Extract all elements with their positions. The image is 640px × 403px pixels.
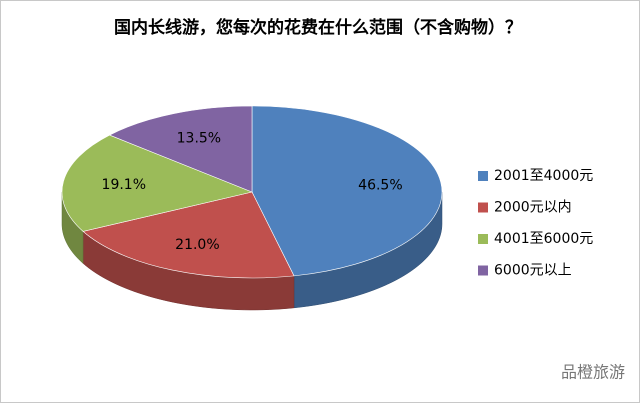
- legend-label: 2000元以内: [494, 200, 572, 216]
- slice: [108, 105, 253, 193]
- legend-label: 2001至4000元: [494, 168, 593, 184]
- slice: [82, 191, 295, 279]
- legend-swatch: [478, 171, 488, 181]
- watermark: 品橙旅游: [561, 363, 625, 382]
- value-label: 13.5%: [177, 131, 221, 147]
- chart-title: 国内长线游，您每次的花费在什么范围（不含购物）？: [114, 17, 522, 38]
- legend-label: 4001至6000元: [494, 231, 593, 247]
- legend-swatch: [478, 202, 488, 213]
- slice: [61, 134, 253, 232]
- value-label: 21.0%: [175, 237, 219, 253]
- value-label: 19.1%: [102, 177, 146, 193]
- legend-label: 6000元以上: [494, 263, 572, 279]
- slice: [251, 105, 443, 277]
- value-label: 46.5%: [358, 177, 402, 193]
- legend-swatch: [478, 234, 488, 244]
- legend-swatch: [478, 265, 488, 276]
